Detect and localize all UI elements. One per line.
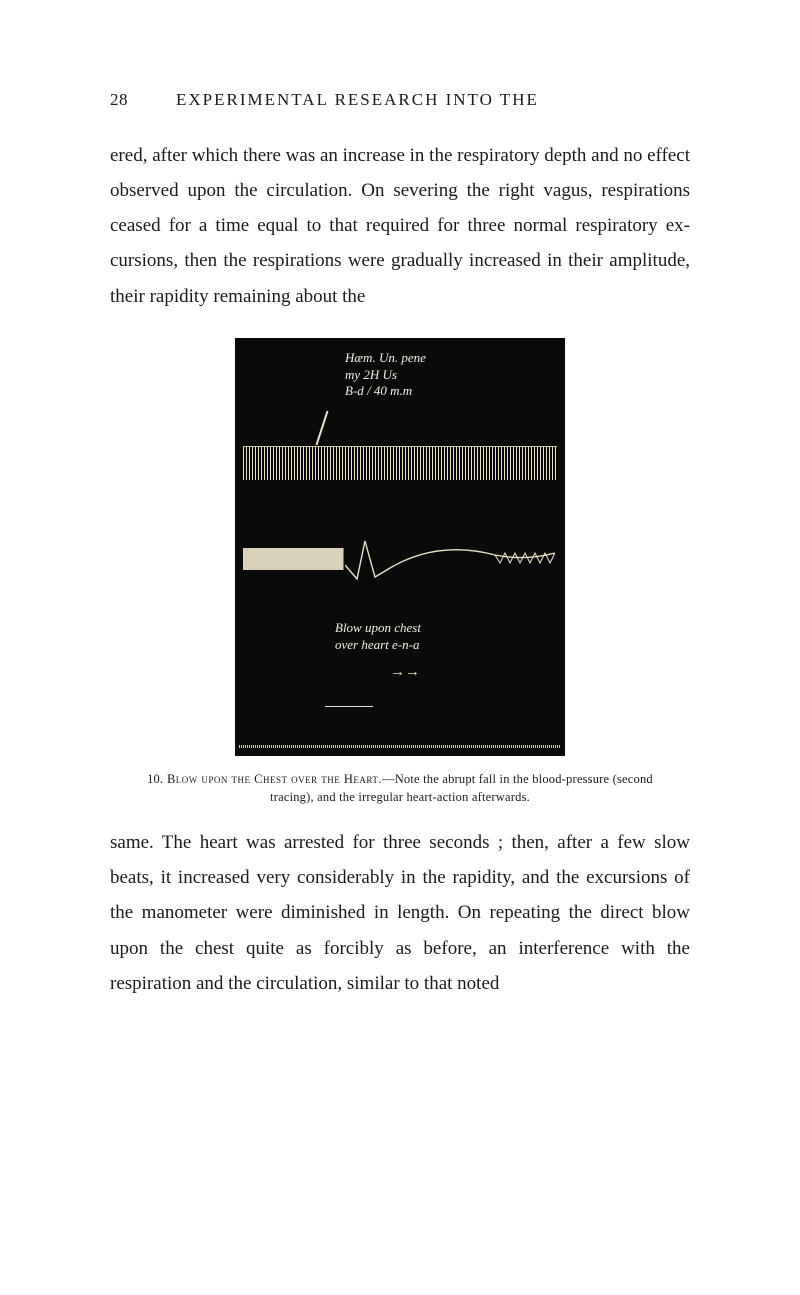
figure-annotation-mid: Blow upon chest over heart e‑n‑a: [335, 620, 421, 654]
figure-image: Hæm. Un. pene my 2H Us B-d / 40 m.m Blow…: [235, 338, 565, 756]
anno-top-line2: my 2H Us: [345, 367, 397, 382]
page-header: 28 EXPERIMENTAL RESEARCH INTO THE: [110, 90, 690, 110]
anno-top-line3: B-d / 40 m.m: [345, 383, 412, 398]
running-title: EXPERIMENTAL RESEARCH INTO THE: [176, 90, 539, 110]
figure-annotation-top: Hæm. Un. pene my 2H Us B-d / 40 m.m: [345, 350, 426, 401]
caption-smallcaps: Blow upon the Chest over the Heart.: [163, 772, 382, 786]
page-number: 28: [110, 90, 128, 110]
pulse-trace: [345, 533, 555, 581]
caption-lead: 10.: [147, 772, 163, 786]
arrow-icon: →→: [390, 664, 420, 681]
anno-mid-line2: over heart e‑n‑a: [335, 637, 419, 652]
body-paragraph-top: ered, after which there was an increase …: [110, 138, 690, 314]
figure-baseline: [239, 745, 561, 748]
anno-top-line1: Hæm. Un. pene: [345, 350, 426, 365]
figure-caption: 10. Blow upon the Chest over the Heart.—…: [130, 770, 670, 808]
anno-mid-line1: Blow upon chest: [335, 620, 421, 635]
tracing-upper: [243, 446, 557, 480]
figure: Hæm. Un. pene my 2H Us B-d / 40 m.m Blow…: [110, 338, 690, 808]
figure-slash-mark: [315, 410, 328, 445]
body-paragraph-bottom: same. The heart was arrested for three s…: [110, 825, 690, 1001]
figure-rule: [325, 706, 373, 707]
